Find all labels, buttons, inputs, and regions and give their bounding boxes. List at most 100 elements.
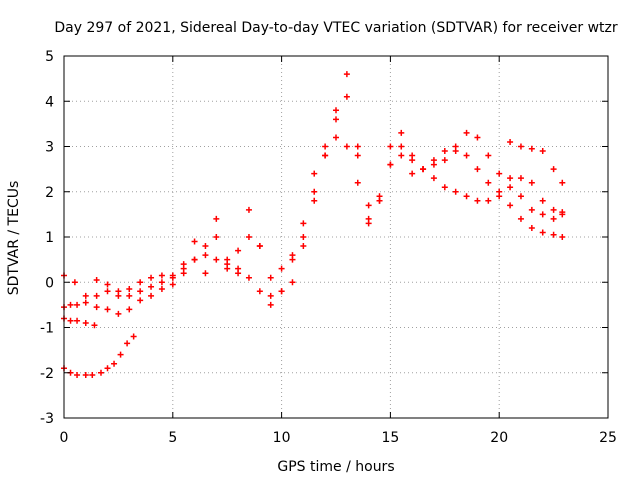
data-point: [224, 261, 231, 268]
data-point: [202, 243, 209, 250]
data-point: [104, 281, 111, 288]
data-point: [82, 292, 89, 299]
data-point: [300, 234, 307, 240]
x-axis-label: GPS time / hours: [277, 459, 394, 475]
data-point: [485, 197, 492, 204]
data-point: [474, 134, 481, 141]
data-point: [354, 152, 361, 159]
data-point: [213, 256, 220, 263]
data-point: [191, 256, 198, 263]
series-trace-1: [61, 333, 137, 379]
data-point: [354, 143, 361, 150]
data-point: [333, 107, 339, 114]
y-tick-label: 3: [45, 140, 54, 156]
series-trace-4: [61, 93, 566, 299]
x-tick-label: 0: [60, 430, 69, 446]
data-point: [398, 152, 405, 159]
data-point: [180, 265, 187, 272]
data-point: [235, 265, 242, 272]
data-point: [333, 134, 339, 141]
data-point: [441, 148, 448, 155]
y-tick-label: -3: [40, 411, 54, 427]
data-point: [137, 288, 144, 295]
data-point: [387, 161, 394, 168]
data-point: [528, 206, 535, 213]
grid: [64, 56, 608, 418]
data-point: [507, 175, 514, 182]
data-point: [191, 238, 198, 245]
y-tick-label: 5: [45, 49, 54, 65]
data-point: [354, 179, 361, 186]
data-point: [115, 288, 122, 295]
data-point: [507, 202, 514, 209]
data-point: [517, 143, 524, 150]
data-point: [289, 279, 296, 286]
data-point: [91, 322, 98, 329]
data-point: [496, 170, 503, 177]
data-point: [104, 306, 111, 313]
chart-title: Day 297 of 2021, Sidereal Day-to-day VTE…: [54, 20, 618, 36]
x-tick-label: 10: [273, 430, 291, 446]
data-point: [278, 288, 285, 295]
data-point: [289, 252, 296, 259]
data-point: [148, 283, 155, 290]
data-point: [343, 143, 350, 150]
data-point: [474, 197, 481, 204]
data-point: [485, 179, 492, 186]
data-points: [61, 71, 566, 379]
data-point: [67, 317, 74, 324]
data-point: [202, 252, 209, 259]
data-point: [463, 193, 470, 200]
data-point: [463, 152, 470, 159]
data-point: [213, 215, 220, 222]
series-trace-5: [93, 71, 566, 308]
data-point: [387, 143, 394, 150]
data-point: [539, 148, 546, 155]
data-point: [267, 301, 274, 308]
data-point: [111, 360, 118, 367]
data-point: [130, 333, 137, 340]
y-tick-label: 2: [45, 185, 54, 201]
data-point: [267, 274, 274, 281]
data-point: [441, 157, 448, 164]
data-point: [528, 145, 535, 152]
y-tick-label: 0: [45, 275, 54, 291]
data-point: [67, 301, 74, 308]
data-point: [82, 319, 89, 326]
data-point: [82, 299, 89, 306]
data-point: [398, 129, 405, 136]
data-point: [267, 292, 274, 299]
series-trace-6: [507, 138, 566, 186]
data-point: [256, 288, 263, 295]
data-point: [409, 170, 416, 177]
x-tick-label: 5: [168, 430, 177, 446]
data-point: [311, 170, 318, 177]
data-point: [343, 71, 350, 78]
data-point: [256, 243, 263, 250]
data-point: [539, 229, 546, 236]
data-point: [93, 276, 100, 283]
data-point: [376, 197, 383, 204]
y-axis-label: SDTVAR / TECUs: [6, 181, 22, 296]
data-point: [71, 279, 78, 286]
data-point: [245, 234, 252, 240]
data-point: [126, 286, 133, 293]
data-point: [93, 292, 100, 299]
data-point: [213, 234, 220, 240]
y-tick-label: -2: [40, 366, 54, 382]
data-point: [74, 301, 81, 308]
data-point: [235, 247, 242, 254]
x-tick-label: 15: [381, 430, 399, 446]
data-point: [148, 274, 155, 281]
data-point: [430, 157, 437, 164]
data-point: [245, 206, 252, 213]
data-point: [169, 281, 176, 288]
x-tick-label: 25: [599, 430, 617, 446]
data-point: [559, 234, 566, 240]
data-point: [528, 179, 535, 186]
data-point: [322, 143, 329, 150]
series-trace-3: [61, 134, 566, 317]
data-point: [409, 152, 416, 159]
data-point: [452, 143, 459, 150]
data-point: [398, 143, 405, 150]
